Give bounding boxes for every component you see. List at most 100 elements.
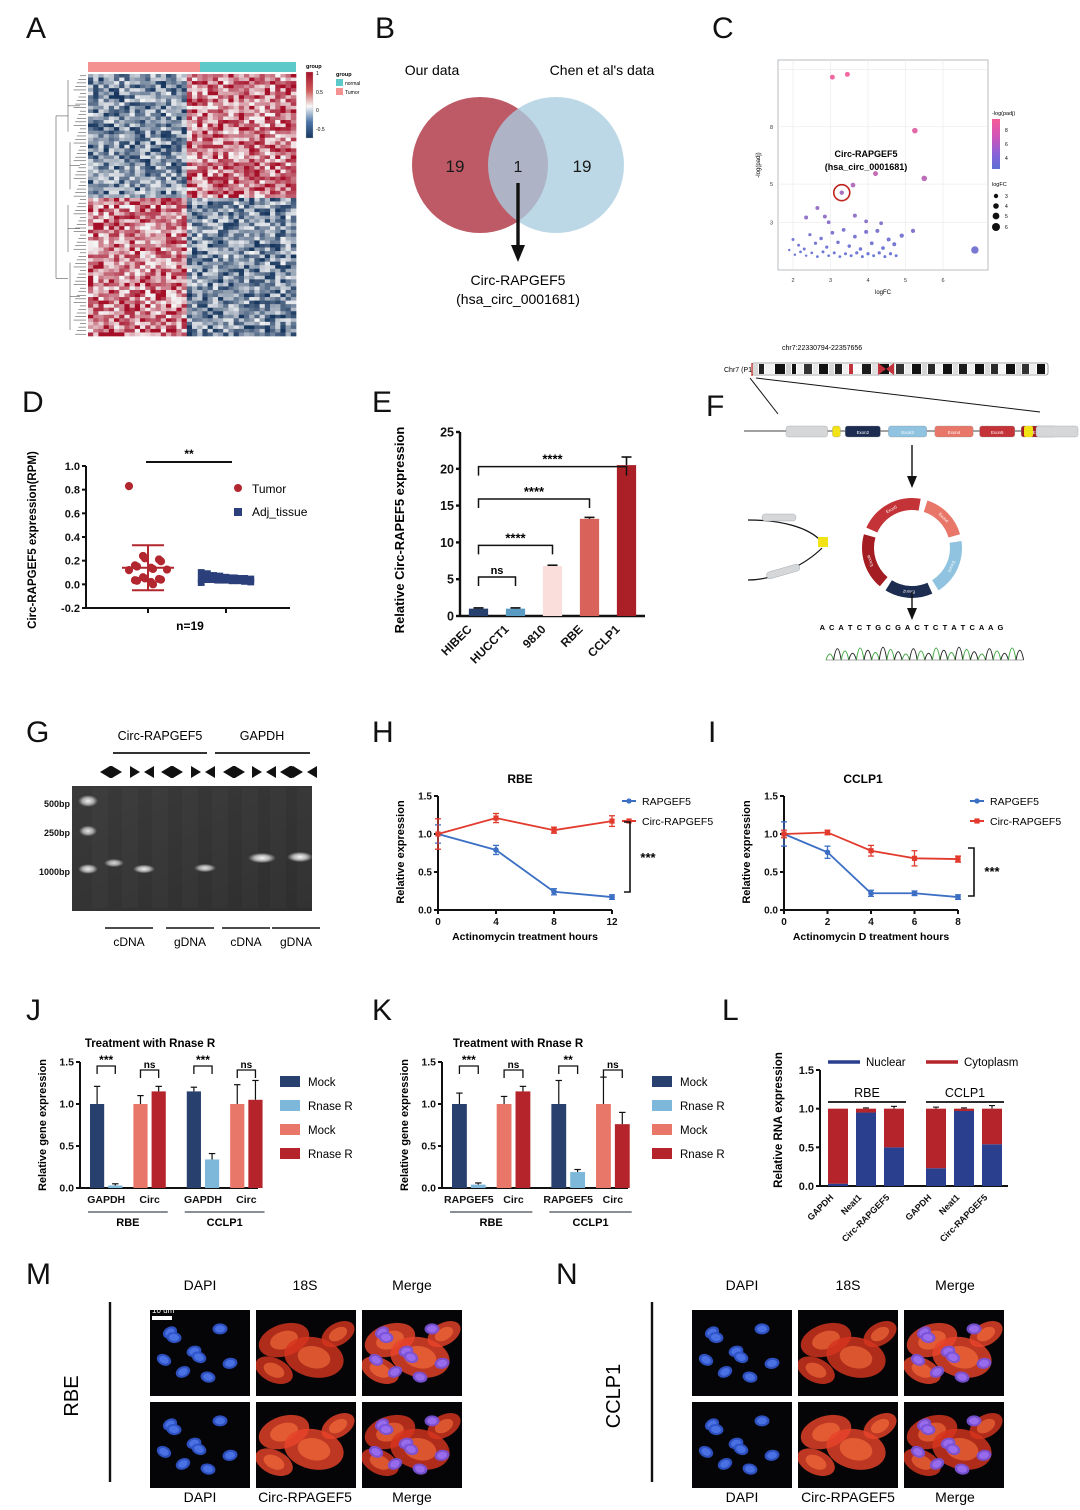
legend-label: Mock: [680, 1077, 708, 1089]
size-legend-v4: 6: [1005, 225, 1008, 231]
svg-text:3: 3: [770, 220, 773, 226]
svg-text:Exon3: Exon3: [901, 430, 914, 435]
panel-m: M DAPI 18S Merge RBE 10 um DAPI Circ-RPA…: [0, 1250, 540, 1510]
panel-a-label: A: [26, 12, 47, 45]
gel-bottom-labels: cDNA gDNA cDNA gDNA: [105, 927, 320, 949]
gel-bottom-label: cDNA: [113, 935, 144, 949]
line-significance-i: ***: [984, 864, 1000, 879]
panel-f-diagram: chr7:22330794-22357656 Chr7 (P15,3) Exon…: [724, 345, 1079, 661]
significance-annotation: ***: [462, 1053, 476, 1067]
panel-k-barchart: Treatment with Rnase R 0.0 0.5 1.0 1.5 RAPG…: [399, 1038, 725, 1229]
cell-line-label: CCLP1: [573, 1217, 609, 1229]
svg-text:0.0: 0.0: [65, 579, 80, 591]
gel-bottom-label: gDNA: [174, 935, 206, 949]
svg-text:HUCCT1: HUCCT1: [467, 622, 512, 667]
dotplot-n-label: n=19: [176, 619, 204, 633]
bar-group-label: Circ: [503, 1194, 524, 1206]
svg-text:5: 5: [904, 278, 907, 284]
sig-bracket: [624, 821, 631, 893]
significance-annotation: **: [564, 1053, 574, 1067]
group-legend-title: group: [336, 72, 352, 78]
venn-right-count: 19: [573, 157, 592, 176]
legend-label-nuclear: Nuclear: [866, 1057, 906, 1069]
svg-text:1.0: 1.0: [65, 461, 80, 473]
svg-text:-0.2: -0.2: [61, 603, 80, 615]
legend-marker-adj: [234, 508, 242, 516]
stacked-bars: [828, 1105, 1002, 1186]
panel-j-label: J: [26, 994, 41, 1027]
legend-label: Mock: [680, 1125, 708, 1137]
scale-tick-1: 1: [316, 71, 319, 77]
svg-text:3: 3: [829, 278, 832, 284]
line-title-i: CCLP1: [843, 772, 883, 786]
size-legend-title: logFC: [992, 182, 1007, 188]
fish-header-merge-top: Merge: [392, 1277, 432, 1293]
svg-text:4: 4: [493, 917, 499, 928]
sig-bracket-i: [968, 847, 975, 897]
scatter-xlabel: logFC: [875, 290, 892, 296]
svg-text:6: 6: [912, 917, 918, 928]
legend-label: Mock: [308, 1125, 336, 1137]
size-legend-v2: 4: [1005, 204, 1008, 210]
highlight-ring: [832, 183, 851, 202]
svg-text:15: 15: [440, 499, 454, 513]
scale-tick-3: 0: [316, 108, 319, 114]
svg-text:1.0: 1.0: [764, 830, 778, 841]
panel-g: G Circ-RAPGEF5 GAPDH 500bp 250bp 1000bp cD…: [0, 700, 360, 980]
legend-label: Rnase R: [680, 1149, 725, 1161]
primer-symbol-divergent: [100, 766, 122, 778]
gel-top-label-circ: Circ-RAPGEF5: [118, 729, 203, 743]
bar-series-k: [452, 1076, 630, 1188]
fish-tile-rna: [798, 1412, 897, 1476]
svg-text:10: 10: [440, 536, 454, 550]
svg-text:1.5: 1.5: [421, 1057, 436, 1069]
significance-label: **: [184, 447, 194, 461]
scale-tick-4: -0.5: [316, 127, 325, 133]
fish-cellline-n: CCLP1: [603, 1364, 625, 1428]
heatmap-color-scale: group 1 0.5 0 -0.5: [305, 64, 325, 139]
significance-brackets-k: *** ns ** ns: [458, 1053, 623, 1078]
scatter-points: [788, 71, 979, 259]
primer-symbol-convergent: [191, 766, 215, 778]
panel-h-linechart: RBE 0.0 0.5 1.0 1.5 0 4 8 12 Actinomycin treat…: [395, 772, 713, 943]
gel-bottom-label: cDNA: [230, 935, 261, 949]
primer-symbols: [100, 766, 317, 778]
legend-label-rapgef5: RAPGEF5: [642, 796, 691, 808]
panel-l: L Nuclear Cytoplasm 0.0 0.5 1.0 1.5 GAPDH Ne…: [722, 990, 1080, 1245]
fish-tile-dapi: [156, 1415, 238, 1475]
significance-annotation: ***: [196, 1053, 210, 1067]
panel-c-scatter: Circ-RAPGEF5 (hsa_circ_0001681) logFC -l…: [756, 59, 1015, 296]
fish-tile-dapi: [156, 1323, 238, 1383]
venn-arrow-head: [511, 245, 525, 262]
fish-tile-merge: [362, 1320, 461, 1384]
panel-n-label: N: [556, 1258, 578, 1291]
svg-text:0: 0: [781, 917, 787, 928]
panel-n-fish: DAPI 18S Merge CCLP1 DAPI Circ-RPAGEF5 M…: [603, 1277, 1004, 1505]
line-xlabel-i: Actinomycin D treatment hours: [793, 931, 950, 943]
svg-text:Exon2: Exon2: [857, 430, 870, 435]
svg-text:Exon4: Exon4: [948, 430, 961, 435]
line-xlabel: Actinomycin treatment hours: [452, 931, 598, 943]
line-legend: RAPGEF5 Circ-RAPGEF5: [622, 796, 713, 828]
stacked-bar-label: GAPDH: [903, 1192, 933, 1222]
fish-header-circ-bottom-n: Circ-RPAGEF5: [801, 1489, 895, 1505]
cell-line-label: RBE: [480, 1217, 503, 1229]
venn-intersection-count: 1: [514, 159, 523, 176]
fish-tile-rna: [256, 1320, 355, 1384]
svg-text:ns: ns: [491, 565, 504, 577]
svg-text:Exon5: Exon5: [885, 504, 898, 514]
panel-l-label: L: [722, 994, 739, 1027]
sanger-chromatogram: [825, 646, 1025, 661]
size-legend-v1: 3: [1005, 194, 1008, 200]
line-significance: ***: [640, 850, 656, 865]
svg-text:Exon6: Exon6: [866, 554, 874, 567]
fish-header-dapi-top: DAPI: [184, 1277, 217, 1293]
color-legend-tick-1: 8: [1005, 128, 1008, 134]
bar-ylabel-k: Relative gene expression: [399, 1059, 411, 1191]
svg-text:5: 5: [447, 573, 454, 587]
venn-left-title: Our data: [405, 62, 460, 78]
stacked-legend: Nuclear Cytoplasm: [828, 1057, 1018, 1069]
significance-brackets: ns **** **** ****: [477, 452, 628, 586]
svg-text:1.5: 1.5: [764, 792, 778, 803]
